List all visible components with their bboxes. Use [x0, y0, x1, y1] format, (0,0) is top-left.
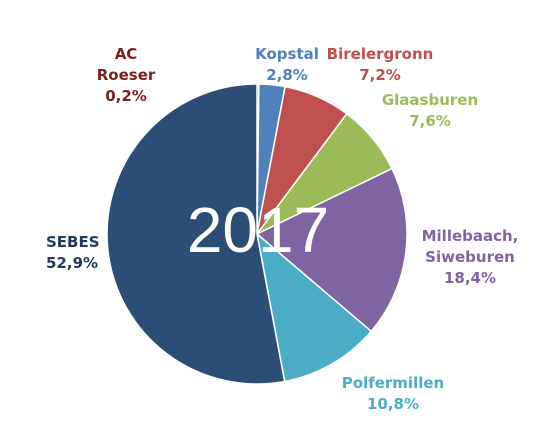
slice-percent: 52,9%	[46, 254, 99, 272]
slice-name-line: SEBES	[46, 233, 100, 251]
slice-name-line: Siweburen	[425, 248, 515, 266]
slice-name-line: Kopstal	[255, 45, 319, 63]
slice-percent: 0,2%	[105, 87, 147, 105]
slice-percent: 18,4%	[443, 269, 497, 287]
slice-percent: 2,8%	[266, 66, 308, 84]
slice-name-line: Roeser	[96, 66, 156, 84]
slice-label-millebaach-siweburen: Millebaach, Siweburen 18,4%	[415, 226, 525, 289]
center-year-label: 2017	[186, 194, 330, 266]
slice-name-line: Glaasburen	[381, 91, 479, 109]
slice-name-line: Birelergronn	[326, 45, 434, 63]
slice-label-sebes: SEBES 52,9%	[46, 232, 116, 274]
pie-slice-sebes	[106, 83, 286, 385]
slice-name-line: Polfermillen	[341, 374, 445, 392]
slice-name-line: AC	[114, 45, 138, 63]
slice-label-kopstal: Kopstal 2,8%	[252, 44, 322, 86]
slice-label-ac-roeser: AC Roeser 0,2%	[96, 44, 156, 107]
slice-name-line: Millebaach,	[421, 227, 519, 245]
pie-slice-millebaach-siweburen	[255, 167, 408, 333]
slice-percent: 10,8%	[366, 395, 420, 413]
slice-percent: 7,6%	[409, 112, 451, 130]
pie-slice-polfermillen	[255, 232, 373, 383]
slice-label-glaasburen: Glaasburen 7,6%	[380, 90, 480, 132]
slice-percent: 7,2%	[359, 66, 401, 84]
slice-label-birelergronn: Birelergronn 7,2%	[325, 44, 435, 86]
slice-label-polfermillen: Polfermillen 10,8%	[338, 373, 448, 415]
